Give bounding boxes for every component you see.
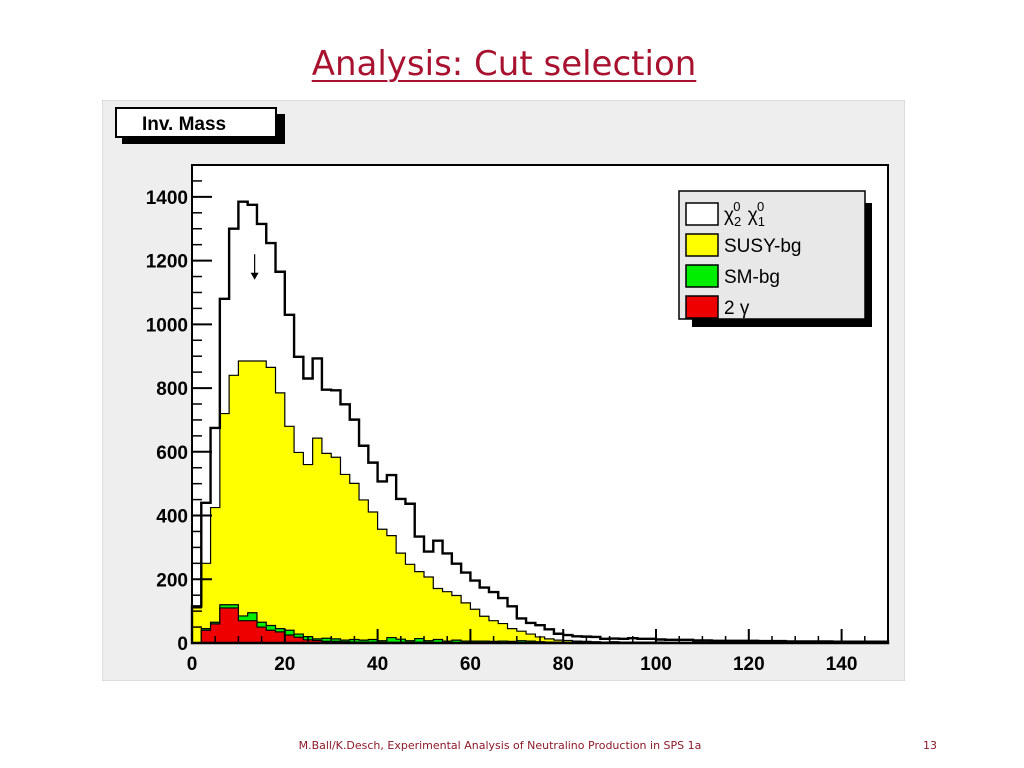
x-tick-label: 40 (367, 654, 388, 675)
y-tick-label: 800 (156, 379, 188, 400)
legend-swatch (685, 202, 719, 226)
series--histogram (190, 200, 890, 645)
x-tick-label: 80 (553, 654, 574, 675)
y-tick-label: 1000 (146, 315, 188, 336)
legend-label: SM-bg (724, 267, 780, 288)
legend-label: 2 γ (724, 298, 750, 319)
y-tick-label: 1200 (146, 252, 188, 273)
page-number: 13 (923, 739, 937, 752)
axis-layer: 0 20 40 60 80 100 120 1400200400600800100012001… (146, 164, 889, 675)
y-tick-label: 0 (177, 634, 188, 655)
cut-arrow-head (250, 272, 259, 280)
legend: χ20 χ10 SUSY-bg SM-bg 2 γ (678, 190, 872, 327)
y-tick-label: 600 (156, 443, 188, 464)
legend-swatch (685, 264, 719, 288)
legend-label: SUSY-bg (724, 236, 801, 257)
chart-title: Inv. Mass (142, 114, 226, 135)
y-tick-label: 1400 (146, 188, 188, 209)
x-tick-label: 100 (640, 654, 672, 675)
x-tick-label: 120 (733, 654, 765, 675)
legend-swatch (685, 233, 719, 257)
plot-frame: 0 20 40 60 80 100 120 140 0 200 400 600 800 1000 1200 1… (101, 99, 906, 682)
slide-title: Analysis: Cut selection (311, 44, 697, 84)
signal-layer (190, 200, 890, 645)
x-tick-label: 140 (826, 654, 858, 675)
legend-label: χ20 χ10 (724, 199, 765, 229)
y-tick-label: 400 (156, 507, 188, 528)
x-tick-label: 60 (460, 654, 481, 675)
footer-text: M.Ball/K.Desch, Experimental Analysis of… (298, 739, 702, 752)
x-tick-label: 20 (274, 654, 295, 675)
title-box: Inv. Mass (115, 107, 285, 144)
y-tick-label: 200 (156, 570, 188, 591)
x-tick-label: 0 (187, 654, 198, 675)
legend-swatch (685, 295, 719, 319)
inv-mass-histogram: 0 20 40 60 80 100 120 1400200400600800100012001… (101, 99, 906, 682)
